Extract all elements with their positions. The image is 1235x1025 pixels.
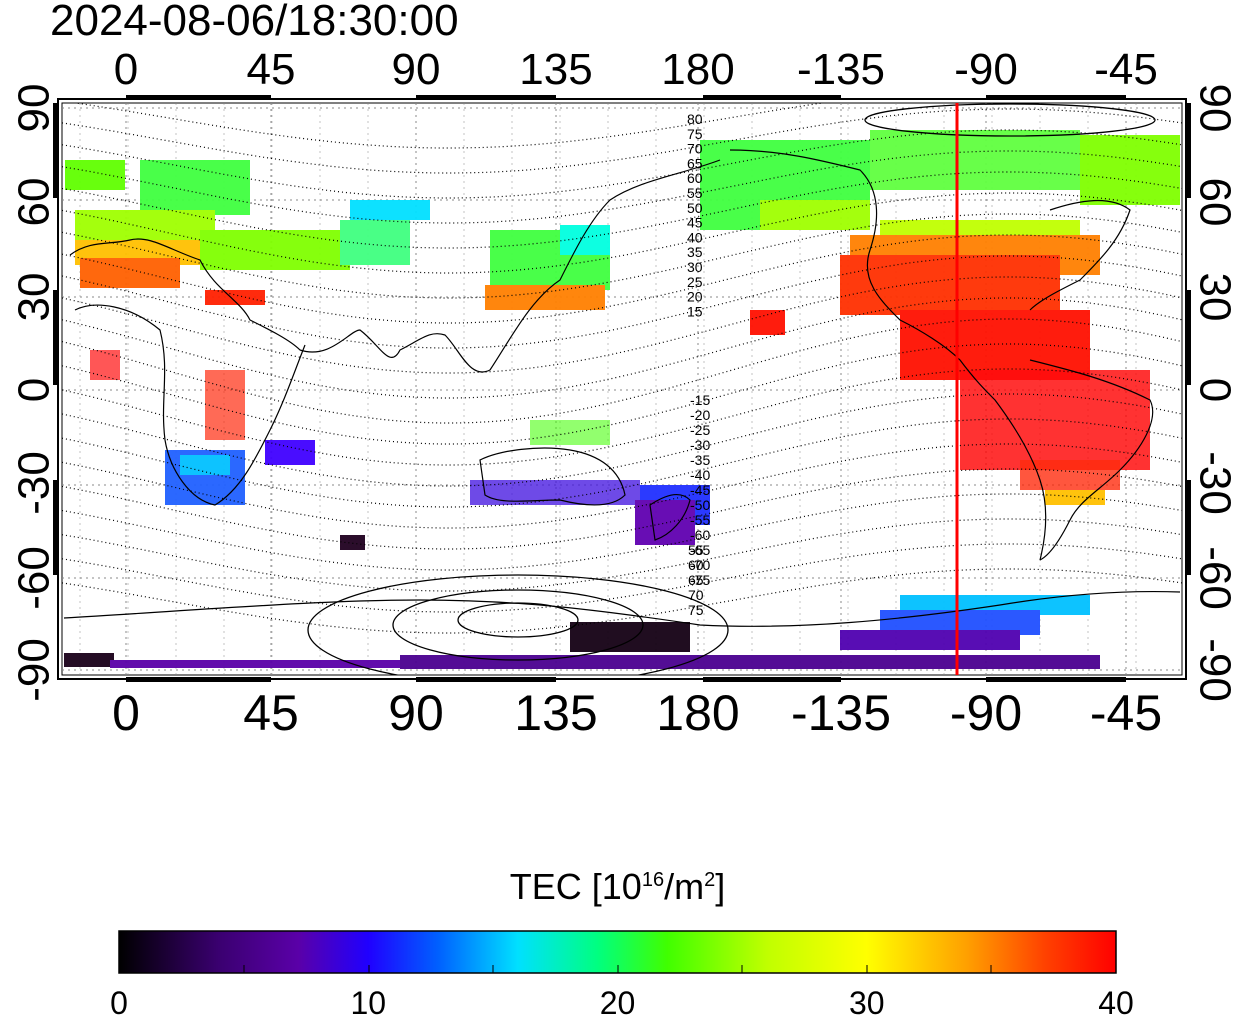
colorbar-title-unit-exponent: 2 (704, 869, 716, 891)
contour-label: 80 (687, 111, 703, 127)
bottom-lon-tick: 90 (388, 685, 444, 741)
contour-label: 60 (687, 170, 703, 186)
left-latitude-ticks: 90 60 30 0 -30 -60 -90 (10, 84, 59, 702)
contour-label: 40 (687, 229, 703, 245)
contour-label: -20 (690, 407, 710, 423)
contour-label: -40 (690, 467, 710, 483)
contour-label: 55 (687, 185, 703, 201)
contour-label: -55 (690, 512, 710, 528)
bottom-lon-tick: 180 (656, 685, 739, 741)
top-lon-tick: 45 (247, 45, 296, 94)
right-lat-tick: 0 (1190, 378, 1235, 402)
colorbar-tick: 40 (1098, 985, 1134, 1021)
contour-label: -60 (690, 527, 710, 543)
contour-label: 65 (687, 155, 703, 171)
contour-label: -75 (690, 572, 710, 588)
contour-label: 35 (687, 244, 703, 260)
left-lat-tick: -30 (10, 451, 59, 515)
left-lat-tick: -90 (10, 638, 59, 702)
contour-lines (62, 103, 1182, 634)
south-pole-contours (307, 103, 1156, 675)
right-lat-tick: -30 (1190, 451, 1235, 515)
bottom-longitude-ticks: 0 45 90 135 180 -135 -90 -45 (112, 685, 1162, 741)
top-lon-tick: 0 (114, 45, 138, 94)
colorbar-title: TEC [1016/m2] (0, 866, 1235, 908)
contour-label: -65 (690, 542, 710, 558)
colorbar-tick: 20 (599, 985, 636, 1021)
colorbar-title-unit: /m (664, 866, 705, 907)
colorbar-title-exponent: 16 (641, 869, 665, 891)
left-lat-tick: 30 (10, 273, 59, 322)
contour-label: 70 (688, 587, 704, 603)
contour-label: -70 (690, 557, 710, 573)
contour-label: -45 (690, 482, 710, 498)
contour-label: 30 (687, 259, 703, 275)
right-lat-tick: 90 (1190, 84, 1235, 133)
colorbar-tick: 30 (848, 985, 885, 1021)
bottom-lon-tick: -45 (1090, 685, 1162, 741)
contour-label: -25 (690, 422, 710, 438)
right-lat-tick: -90 (1190, 638, 1235, 702)
contour-label: 75 (687, 126, 703, 142)
right-lat-tick: -60 (1190, 546, 1235, 610)
top-lon-tick: 135 (519, 45, 592, 94)
contour-label: 65 (688, 572, 704, 588)
colorbar-minor-ticks (243, 965, 992, 973)
bottom-lon-tick: 45 (243, 685, 299, 741)
frame-tick-bars (53, 95, 1191, 682)
contour-label: 75 (688, 602, 704, 618)
contour-label: 50 (687, 200, 703, 216)
contour-label: 60 (688, 557, 704, 573)
left-lat-tick: 0 (10, 378, 59, 402)
left-lat-tick: -60 (10, 546, 59, 610)
contour-label: -50 (690, 497, 710, 513)
contour-label: 45 (687, 215, 703, 231)
colorbar-tick: 0 (110, 985, 128, 1021)
left-lat-tick: 60 (10, 178, 59, 227)
right-lat-tick: 60 (1190, 178, 1235, 227)
top-lon-tick: -135 (797, 45, 885, 94)
map-timestamp-title: 2024-08-06/18:30:00 (50, 0, 459, 45)
bottom-lon-tick: -90 (950, 685, 1022, 741)
contour-label: 15 (687, 303, 703, 319)
top-lon-tick: -45 (1094, 45, 1158, 94)
right-latitude-ticks: 90 60 30 0 -30 -60 -90 (1190, 84, 1235, 702)
colorbar-tick: 10 (350, 985, 387, 1021)
right-lat-tick: 30 (1190, 273, 1235, 322)
contour-label: -30 (690, 437, 710, 453)
contour-labels-south: -15-20-25-30-35-40-45-50-55-60-65-70-75 (690, 392, 710, 588)
contour-label: 70 (687, 141, 703, 157)
contour-label: 25 (687, 274, 703, 290)
top-lon-tick: -90 (954, 45, 1018, 94)
coastlines (63, 149, 1181, 627)
top-lon-tick: 90 (392, 45, 441, 94)
bottom-lon-tick: -135 (791, 685, 891, 741)
contour-label: 55 (688, 542, 704, 558)
contour-label: 20 (687, 289, 703, 305)
colorbar-title-main: TEC [10 (509, 866, 642, 907)
colorbar-title-close: ] (715, 866, 726, 907)
colorbar-tick-labels: 0 10 20 30 40 (0, 985, 1235, 1025)
top-lon-tick: 180 (661, 45, 734, 94)
bottom-lon-tick: 0 (112, 685, 140, 741)
contour-label: -35 (690, 452, 710, 468)
bottom-lon-tick: 135 (514, 685, 597, 741)
left-lat-tick: 90 (10, 84, 59, 133)
top-longitude-ticks: 0 45 90 135 180 -135 -90 -45 (114, 45, 1158, 94)
contour-label: -15 (690, 392, 710, 408)
